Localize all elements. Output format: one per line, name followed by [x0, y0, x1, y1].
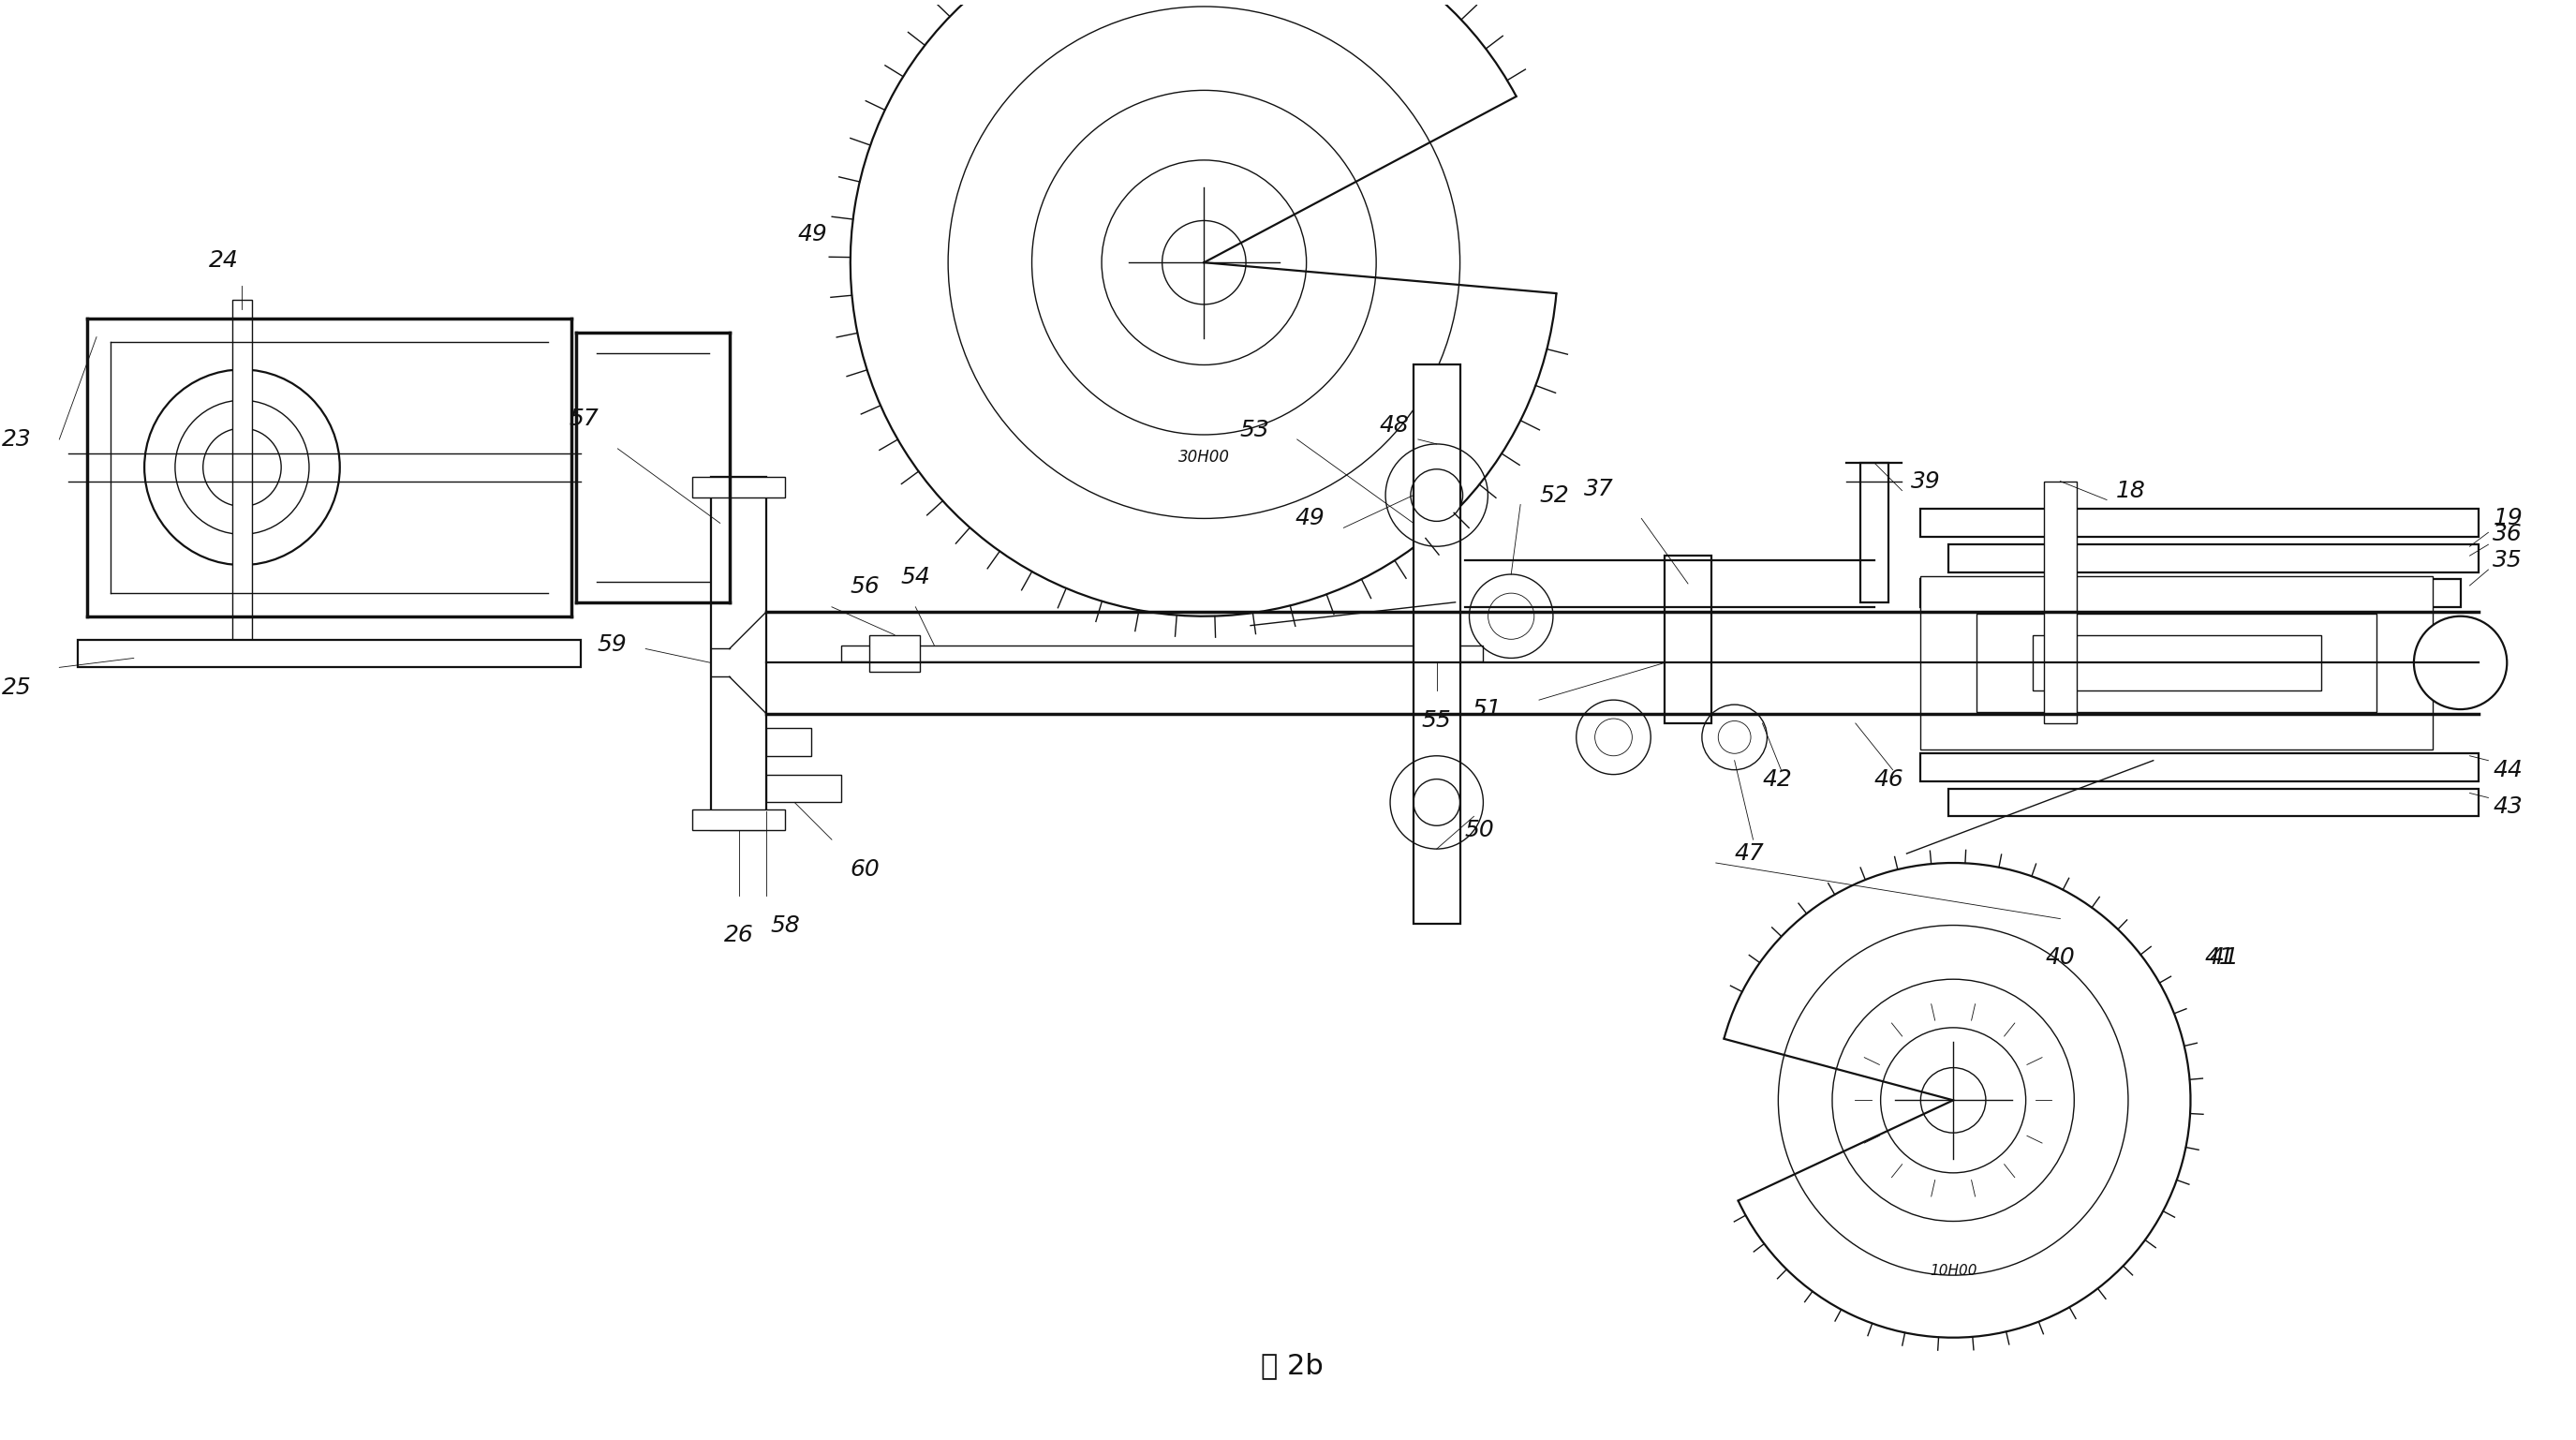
Text: 26: 26	[724, 923, 755, 946]
Text: 55: 55	[1422, 710, 1450, 732]
Bar	[1922, 576, 2432, 749]
Bar	[1922, 510, 2478, 537]
Bar	[693, 477, 786, 497]
Bar	[77, 639, 580, 667]
Text: 49: 49	[799, 223, 827, 246]
Bar	[232, 300, 252, 644]
Bar	[2043, 481, 2076, 723]
Text: 图 2b: 图 2b	[1262, 1352, 1324, 1380]
Text: 59: 59	[598, 634, 626, 655]
Text: 36: 36	[2494, 523, 2522, 546]
Text: 37: 37	[1584, 478, 1613, 500]
Text: 43: 43	[2494, 796, 2522, 818]
Bar	[693, 809, 786, 831]
Bar	[2032, 635, 2321, 691]
Text: 24: 24	[209, 249, 240, 272]
Text: 10H00: 10H00	[1929, 1264, 1976, 1279]
Text: 48: 48	[1378, 415, 1409, 436]
Bar	[868, 635, 920, 672]
Bar	[711, 477, 768, 831]
Bar	[768, 727, 811, 756]
Text: 23: 23	[3, 428, 31, 451]
Bar	[1860, 462, 1888, 602]
Text: 41: 41	[2205, 946, 2233, 969]
Text: 18: 18	[2115, 480, 2146, 501]
Bar	[842, 645, 1484, 662]
Text: 47: 47	[1734, 842, 1765, 865]
Text: 35: 35	[2494, 549, 2522, 572]
Text: 44: 44	[2494, 759, 2522, 780]
Text: 54: 54	[902, 566, 930, 589]
Bar	[768, 775, 842, 802]
Text: 40: 40	[2045, 946, 2076, 969]
Text: 57: 57	[569, 408, 600, 431]
Text: 42: 42	[1762, 768, 1793, 791]
Text: 58: 58	[770, 914, 801, 936]
Bar	[1947, 544, 2478, 573]
Text: 56: 56	[850, 575, 881, 598]
Text: 19: 19	[2494, 507, 2522, 530]
Bar	[1664, 556, 1710, 723]
Text: 41: 41	[2210, 946, 2239, 969]
Text: 60: 60	[850, 858, 881, 881]
Text: 30H00: 30H00	[1177, 449, 1229, 465]
Circle shape	[2414, 616, 2506, 710]
Text: 25: 25	[3, 677, 31, 700]
Text: 46: 46	[1875, 768, 1904, 791]
Bar	[1976, 613, 2378, 713]
Text: 50: 50	[1466, 819, 1494, 841]
Text: 39: 39	[1911, 469, 1942, 492]
Text: 53: 53	[1239, 419, 1270, 441]
Text: 49: 49	[1296, 507, 1324, 530]
Bar	[1922, 753, 2478, 780]
Text: 52: 52	[1538, 484, 1569, 507]
Bar	[1414, 364, 1461, 923]
Bar	[1947, 789, 2478, 816]
Text: 51: 51	[1471, 698, 1502, 720]
Bar	[1922, 579, 2460, 606]
